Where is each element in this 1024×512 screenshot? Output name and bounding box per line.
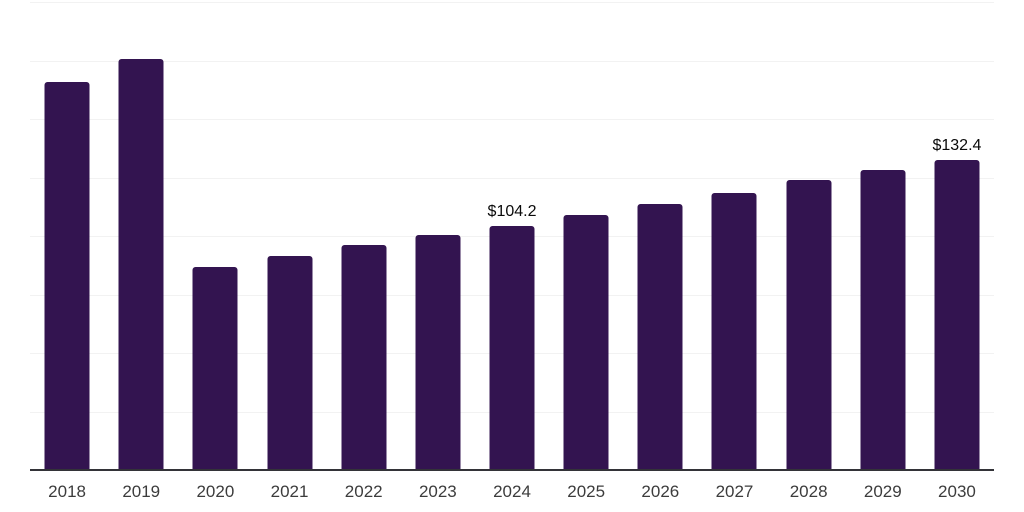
x-tick-label-2030: 2030 [938, 482, 976, 501]
bar-band-2021 [252, 2, 326, 470]
bar-2026[interactable] [637, 203, 683, 470]
gridline-y-125 [30, 177, 994, 179]
bar-band-2026 [623, 2, 697, 470]
bar-2019[interactable] [118, 58, 164, 470]
x-tick-label-2018: 2018 [48, 482, 86, 501]
x-tick-label-2020: 2020 [196, 482, 235, 501]
x-axis-tick-labels: 2018 2019 2020 2021 2022 2023 2024 2025 2026 2027… [30, 482, 994, 502]
bar-band-2028 [772, 2, 846, 470]
x-tick-label-2026: 2026 [641, 482, 680, 501]
bar-band-2027 [697, 2, 771, 470]
bars-layer: $104.2 $132.4 [30, 2, 994, 470]
bar-2022[interactable] [341, 245, 387, 470]
bar-2030[interactable] [934, 160, 980, 470]
x-tick-label-2028: 2028 [789, 482, 828, 501]
x-tick-label-2019: 2019 [122, 482, 161, 501]
bar-band-2025 [549, 2, 623, 470]
x-tick-label-2027: 2027 [715, 482, 754, 501]
x-tick-label-2029: 2029 [863, 482, 902, 501]
bar-2023[interactable] [415, 234, 461, 470]
x-tick-label-2021: 2021 [270, 482, 309, 501]
x-tick-label-2023: 2023 [418, 482, 457, 501]
bar-2018[interactable] [44, 82, 90, 470]
bar-2021[interactable] [267, 256, 313, 470]
bar-band-2018 [30, 2, 104, 470]
x-tick-label-2022: 2022 [344, 482, 383, 501]
bar-2028[interactable] [786, 180, 832, 470]
x-axis-line [30, 469, 994, 471]
x-tick-label-2025: 2025 [567, 482, 606, 501]
bar-band-2022 [327, 2, 401, 470]
bar-band-2019 [104, 2, 178, 470]
data-label-2024: $104.2 [487, 203, 537, 221]
plot-area: $104.2 $132.4 [30, 2, 994, 471]
bar-band-2020 [178, 2, 252, 470]
bar-2020[interactable] [192, 266, 238, 470]
bar-2027[interactable] [711, 192, 757, 470]
data-label-2030: $132.4 [932, 137, 982, 155]
bar-band-2030: $132.4 [920, 2, 994, 470]
bar-band-2029 [846, 2, 920, 470]
bar-2024[interactable] [489, 226, 535, 470]
gridline-y-150 [30, 119, 994, 120]
gridline-y-175 [30, 60, 994, 62]
x-tick-label-2024: 2024 [493, 482, 531, 501]
gridline-y-200 [30, 2, 994, 3]
bar-2025[interactable] [563, 214, 609, 470]
bar-2029[interactable] [860, 169, 906, 470]
bar-band-2024: $104.2 [475, 2, 549, 470]
bar-band-2023 [401, 2, 475, 470]
